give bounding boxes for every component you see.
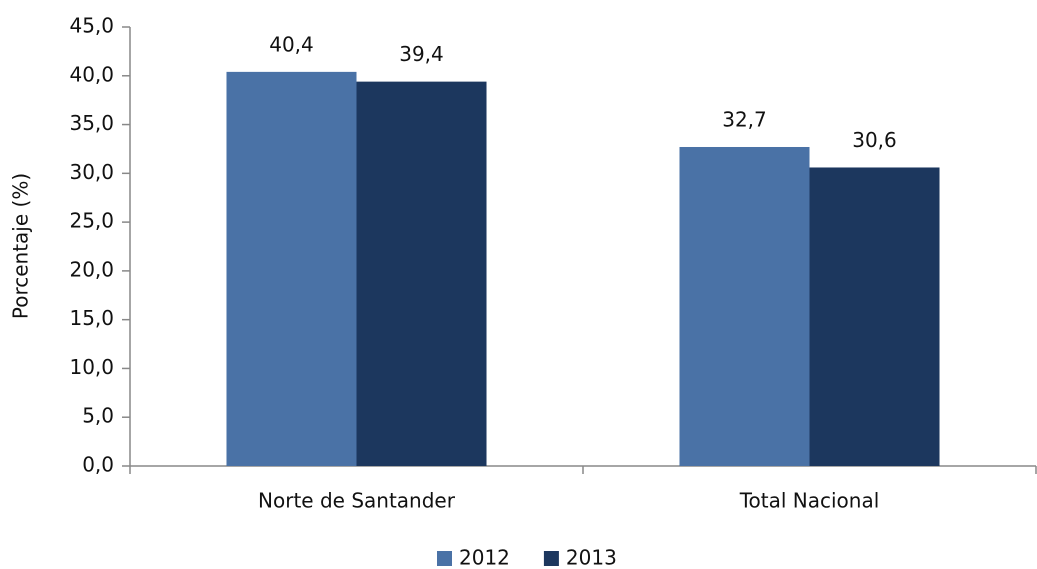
y-tick-label: 0,0 xyxy=(82,453,114,477)
legend-swatch xyxy=(543,551,559,566)
bar xyxy=(356,81,487,467)
y-tick-label: 15,0 xyxy=(69,306,114,330)
y-tick-label: 5,0 xyxy=(82,404,114,428)
value-label: 39,4 xyxy=(399,42,444,66)
value-label: 30,6 xyxy=(852,128,897,152)
bar xyxy=(809,167,940,467)
y-axis-label: Porcentaje (%) xyxy=(9,173,33,319)
y-tick-label: 45,0 xyxy=(69,14,114,38)
x-tick-label: Total Nacional xyxy=(739,489,880,513)
y-tick-label: 40,0 xyxy=(69,62,114,86)
y-tick-label: 10,0 xyxy=(69,355,114,379)
legend-label: 2013 xyxy=(566,546,617,569)
legend-swatch xyxy=(437,551,452,566)
y-tick-label: 30,0 xyxy=(69,160,114,184)
value-label: 32,7 xyxy=(722,107,767,131)
bar xyxy=(226,71,357,467)
y-tick-label: 25,0 xyxy=(69,209,114,233)
y-tick-label: 35,0 xyxy=(69,111,114,135)
bar xyxy=(679,146,810,466)
legend-label: 2012 xyxy=(459,546,510,569)
x-tick-label: Norte de Santander xyxy=(258,489,456,513)
value-label: 40,4 xyxy=(269,32,314,56)
y-tick-label: 20,0 xyxy=(69,257,114,281)
